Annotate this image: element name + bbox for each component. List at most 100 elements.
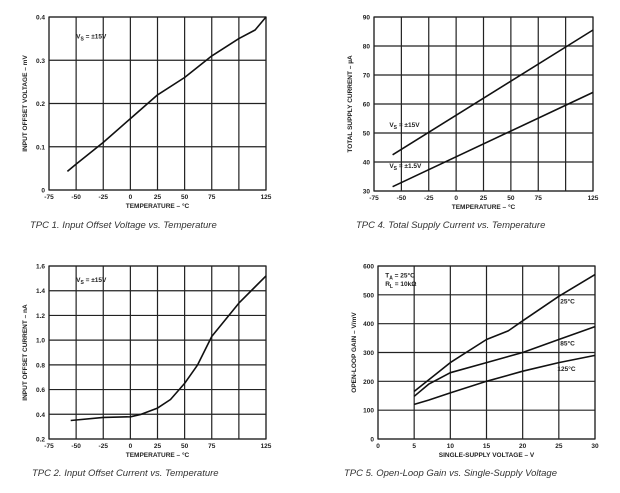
annotation: TA = 25°C [385,272,415,282]
annotation-main: R [385,281,390,288]
x-tick-label: 50 [507,195,515,202]
y-tick-label: 500 [363,292,374,299]
x-axis-label: SINGLE-SUPPLY VOLTAGE – V [439,452,535,459]
y-tick-label: 0 [370,437,374,444]
y-tick-label: 1.0 [36,338,45,345]
x-tick-label: 15 [483,443,491,450]
x-tick-label: 50 [181,443,189,450]
x-axis-label: TEMPERATURE – °C [126,202,190,210]
x-tick-label: 125 [261,194,272,201]
x-tick-label: 25 [555,443,563,450]
annotation-main: 85°C [560,339,575,347]
annotation-sub: L [390,284,393,290]
y-tick-label: 0.1 [36,144,45,151]
annotation-main: V [389,122,394,129]
series-line-2 [413,354,596,406]
annotation-rest: = ±15V [84,34,107,41]
x-tick-label: -75 [44,194,54,201]
annotation-main: 125°C [557,365,575,373]
y-tick-label: 40 [363,160,371,167]
x-tick-label: 30 [591,443,599,450]
annotation-rest: = ±1.5V [397,163,422,170]
x-tick-label: 25 [154,194,162,201]
y-tick-label: 80 [363,44,371,51]
x-tick-label: -25 [99,194,109,201]
y-tick-label: 1.6 [36,264,45,271]
y-axis-label: INPUT OFFSET VOLTAGE – mV [22,55,29,152]
y-tick-label: 1.4 [36,288,45,295]
y-tick-label: 400 [363,321,374,328]
plot-frame [377,265,596,440]
series-line-0 [66,16,267,173]
annotation: 125°C [557,365,575,373]
y-tick-label: 0.4 [36,15,45,22]
y-tick-label: 600 [363,264,374,271]
x-axis-label: TEMPERATURE – °C [452,203,516,211]
x-tick-label: 75 [535,195,543,202]
x-tick-label: 0 [129,443,133,450]
y-axis-label: OPEN-LOOP GAIN – V/mV [351,312,358,393]
plot-frame [48,265,267,440]
y-tick-label: 100 [363,408,374,415]
x-tick-label: 75 [208,194,216,201]
annotation-main: T [385,273,389,280]
x-tick-label: -75 [369,195,379,202]
chart-caption: TPC 4. Total Supply Current vs. Temperat… [356,220,545,231]
x-tick-label: -50 [397,195,407,202]
chart-tpc2: -75 -50 -25 0 25 50 75 125 0.2 0.4 0.6 0.8 1.0 1.2 1.4… [22,264,272,480]
x-tick-label: -50 [71,194,81,201]
x-tick-label: 125 [261,443,272,450]
y-tick-label: 0.2 [36,101,45,108]
annotation-rest: = ±15V [397,122,420,129]
chart-caption: TPC 5. Open-Loop Gain vs. Single-Supply … [344,468,557,479]
annotation-rest: = 25°C [393,272,415,280]
plot-frame [48,16,267,191]
annotation-main: V [76,277,81,284]
x-tick-label: 20 [519,443,527,450]
series-line-0 [413,273,596,393]
y-tick-label: 1.2 [36,313,45,320]
x-tick-label: -75 [44,443,54,450]
x-tick-label: -50 [71,443,81,450]
x-tick-label: 0 [454,195,458,202]
y-tick-label: 0.4 [36,412,45,419]
y-tick-label: 60 [363,102,371,109]
chart-tpc1: -75 -50 -25 0 25 50 75 125 0 0.1 0.2 0.3 0.4 VS = ±15… [22,15,272,232]
y-tick-label: 200 [363,379,374,386]
x-tick-label: 75 [208,443,216,450]
annotation-main: 25°C [560,297,575,305]
x-tick-label: 25 [154,443,162,450]
annotation-main: V [76,34,81,41]
annotation: RL = 10kΩ [385,281,416,290]
series-line-1 [413,325,596,397]
y-axis-label: INPUT OFFSET CURRENT – nA [22,304,29,401]
chart-caption: TPC 2. Input Offset Current vs. Temperat… [32,468,219,479]
x-axis-label: TEMPERATURE – °C [126,451,190,459]
annotation: VS = ±1.5V [389,163,422,172]
y-tick-label: 90 [363,15,371,22]
x-tick-label: 10 [447,443,455,450]
annotation-sub: S [80,37,84,43]
annotation-sub: S [394,125,398,131]
annotation-rest: = ±15V [84,277,107,284]
annotation-sub: A [389,276,393,282]
series-line-0 [392,29,594,156]
y-tick-label: 0.6 [36,387,45,394]
x-tick-label: 50 [181,194,189,201]
y-axis-label: TOTAL SUPPLY CURRENT – µA [347,55,354,153]
y-tick-label: 30 [363,189,371,196]
annotation-main: V [389,163,394,170]
x-tick-label: 5 [412,443,416,450]
annotation: VS = ±15V [76,277,107,286]
annotation-rest: = 10kΩ [393,281,416,288]
plot-frame [373,16,594,192]
annotation: VS = ±15V [76,34,107,43]
x-tick-label: 25 [480,195,488,202]
y-tick-label: 70 [363,73,371,80]
y-tick-label: 50 [363,131,371,138]
y-tick-label: 0 [41,188,45,195]
series-line-0 [70,275,267,422]
